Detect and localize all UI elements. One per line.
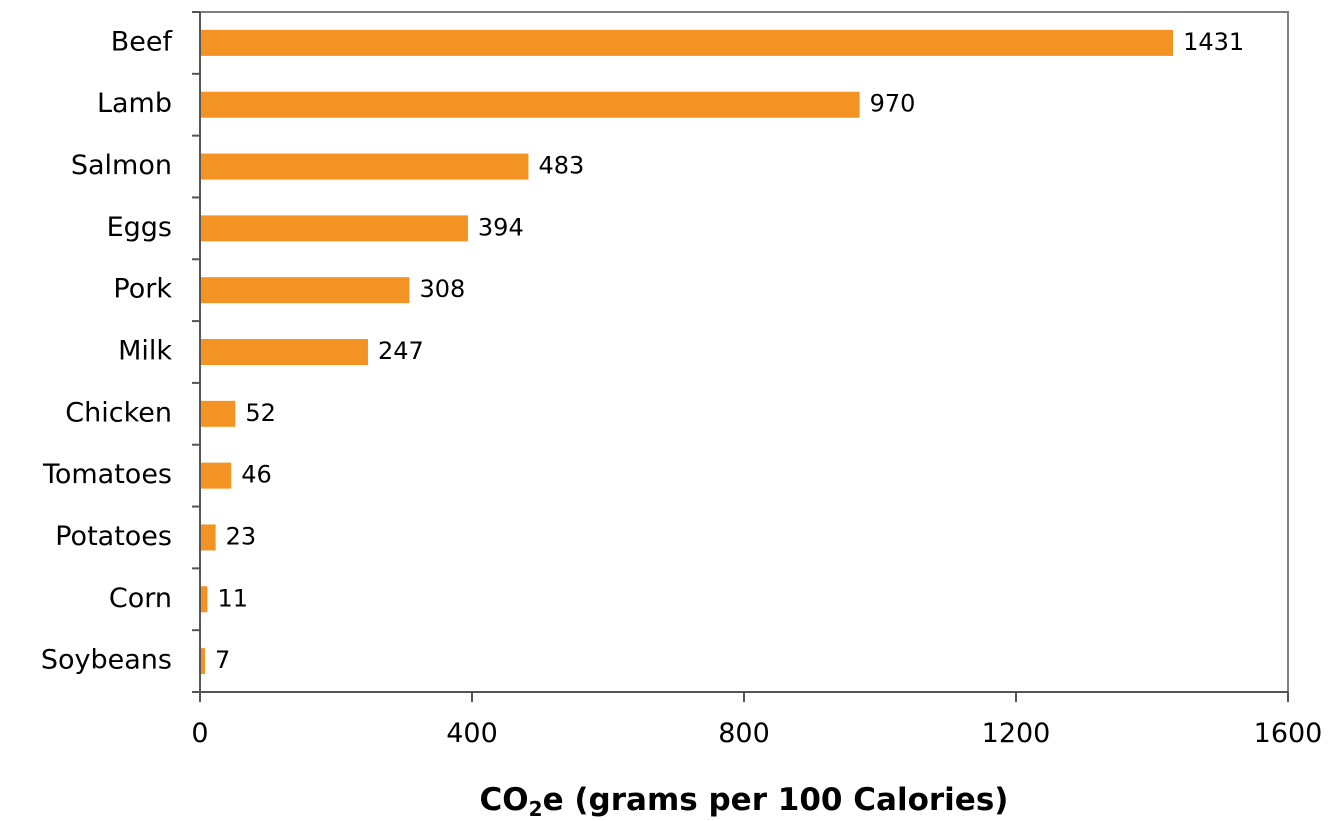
bar-chicken	[201, 400, 236, 427]
x-axis-title-prefix: CO	[480, 782, 529, 818]
x-tick-label-800: 800	[718, 718, 770, 749]
bar-soybeans	[201, 648, 205, 675]
bar-eggs	[201, 215, 468, 242]
value-label-tomatoes: 46	[241, 461, 272, 489]
x-tick-label-1200: 1200	[982, 718, 1051, 749]
category-label-tomatoes: Tomatoes	[42, 459, 172, 490]
value-label-chicken: 52	[245, 399, 276, 427]
x-tick-label-400: 400	[446, 718, 498, 749]
x-axis-title: CO2e (grams per 100 Calories)	[480, 782, 1009, 821]
category-label-corn: Corn	[109, 583, 172, 614]
x-tick-label-1600: 1600	[1254, 718, 1323, 749]
value-label-lamb: 970	[870, 90, 916, 118]
category-label-lamb: Lamb	[97, 88, 172, 119]
value-label-eggs: 394	[478, 213, 524, 241]
value-label-corn: 11	[217, 584, 248, 612]
value-label-milk: 247	[378, 337, 424, 365]
bar-beef	[201, 29, 1174, 56]
bar-milk	[201, 339, 368, 365]
bar-salmon	[201, 153, 529, 180]
x-axis-ticks	[199, 692, 1289, 702]
category-label-milk: Milk	[118, 336, 172, 367]
x-axis-title-suffix: e (grams per 100 Calories)	[543, 782, 1009, 818]
value-label-soybeans: 7	[215, 646, 230, 674]
category-label-beef: Beef	[111, 26, 174, 57]
x-axis-tick-labels: 0 400 800 1200 1600	[191, 718, 1322, 749]
bar-series	[201, 29, 1174, 675]
category-label-soybeans: Soybeans	[41, 645, 172, 676]
y-axis-category-labels: Beef Lamb Salmon Eggs Pork Milk Chicken Tomatoe…	[41, 26, 174, 675]
bar-lamb	[201, 91, 860, 118]
y-axis-ticks	[192, 11, 200, 693]
value-label-salmon: 483	[538, 152, 584, 180]
bar-corn	[201, 586, 208, 613]
value-label-beef: 1431	[1183, 28, 1244, 56]
category-label-potatoes: Potatoes	[55, 521, 172, 552]
category-label-chicken: Chicken	[65, 397, 172, 428]
x-axis-title-subscript: 2	[529, 797, 543, 821]
value-label-pork: 308	[419, 275, 465, 303]
x-tick-label-0: 0	[191, 718, 208, 749]
category-label-eggs: Eggs	[107, 212, 172, 243]
category-label-salmon: Salmon	[71, 150, 172, 181]
bar-potatoes	[201, 524, 216, 551]
bar-value-labels: 1431 970 483 394 308 247 52 46 23 11 7	[215, 28, 1244, 674]
bar-tomatoes	[201, 462, 232, 489]
category-label-pork: Pork	[113, 274, 172, 305]
bar-pork	[201, 277, 410, 304]
value-label-potatoes: 23	[226, 522, 257, 550]
